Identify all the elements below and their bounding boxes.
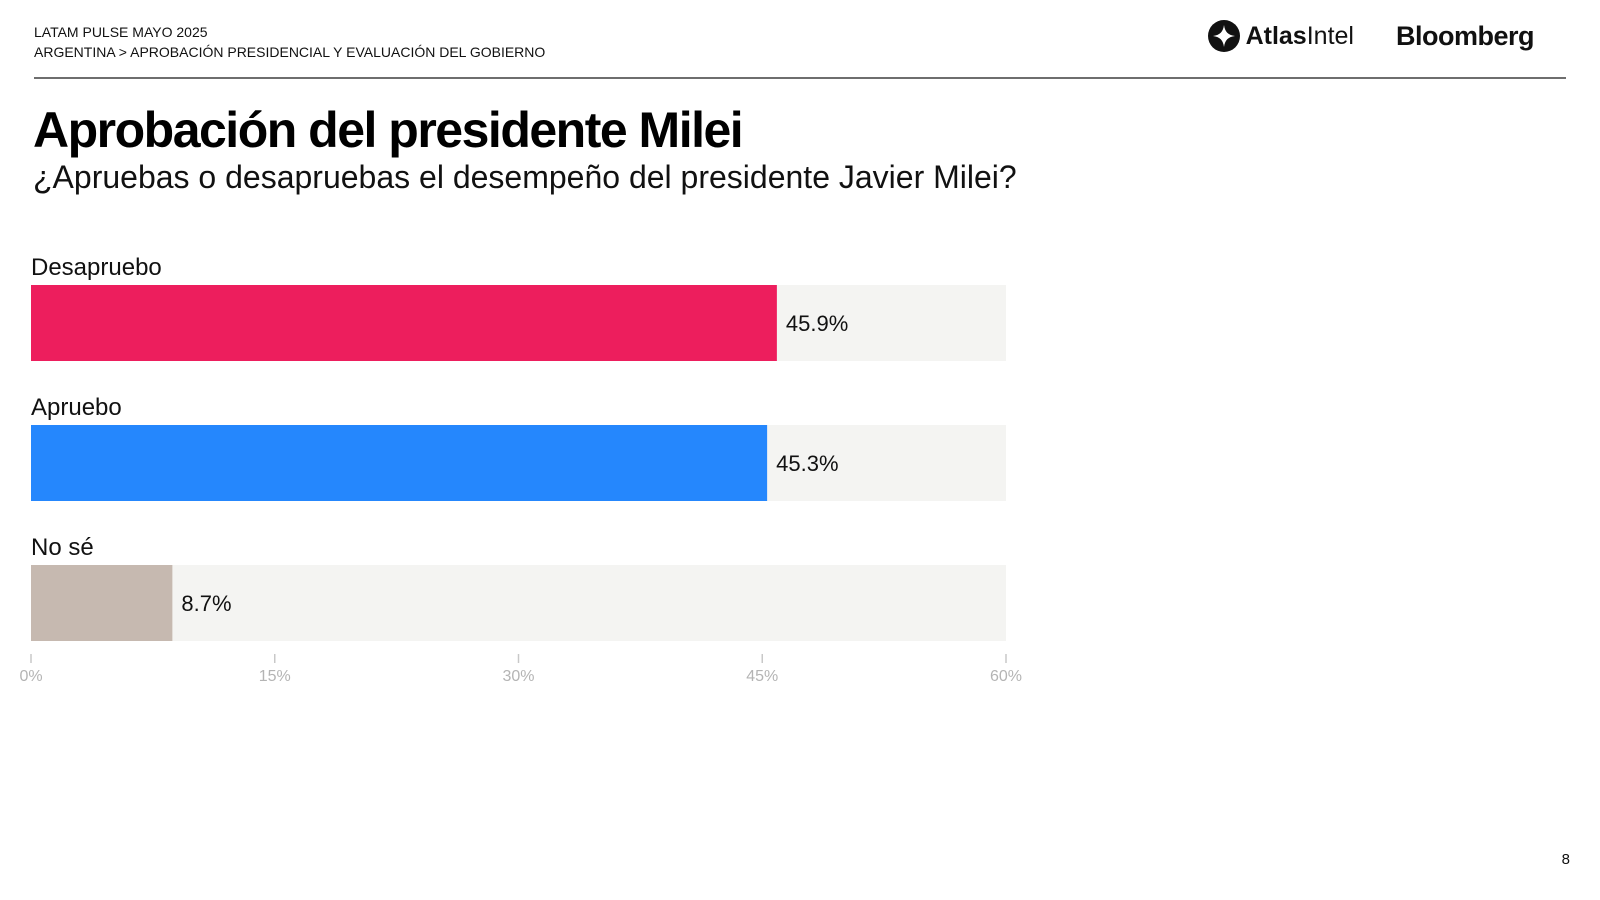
atlasintel-wordmark-bold: Atlas	[1245, 21, 1307, 50]
data-label-no-se: 8.7%	[181, 591, 231, 616]
breadcrumb-section: APROBACIÓN PRESIDENCIAL Y EVALUACIÓN DEL…	[130, 44, 546, 60]
bar-no-se	[31, 565, 173, 641]
x-tick-label: 15%	[259, 668, 291, 685]
breadcrumb-separator: >	[118, 44, 127, 60]
category-label-apruebo: Apruebo	[31, 394, 122, 421]
chart-subtitle: ¿Apruebas o desapruebas el desempeño del…	[33, 159, 1017, 195]
x-tick-label: 60%	[990, 668, 1022, 685]
bar-desapruebo	[31, 285, 777, 361]
bar-track-no-se	[31, 565, 1006, 641]
bloomberg-logo: Bloomberg	[1395, 20, 1535, 51]
breadcrumb: ARGENTINA > APROBACIÓN PRESIDENCIAL Y EV…	[34, 42, 545, 62]
page-number: 8	[1561, 851, 1570, 868]
header-divider	[34, 77, 1566, 79]
chart-title: Aprobación del presidente Milei	[33, 102, 744, 158]
atlasintel-wordmark: AtlasIntel	[1246, 22, 1354, 51]
data-label-desapruebo: 45.9%	[786, 311, 848, 336]
survey-title: LATAM PULSE MAYO 2025	[34, 24, 208, 40]
atlasintel-wordmark-light: Intel	[1306, 21, 1354, 50]
x-tick-label: 45%	[746, 668, 778, 685]
header: LATAM PULSE MAYO 2025 ARGENTINA > APROBA…	[34, 22, 545, 62]
breadcrumb-country: ARGENTINA	[34, 44, 115, 60]
bar-chart: Desapruebo 45.9% Apruebo 45.3% No sé 8.7% 0% 15…	[19, 254, 1022, 685]
atlasintel-mark-icon	[1207, 20, 1240, 52]
category-label-no-se: No sé	[31, 534, 94, 561]
x-tick-label: 30%	[502, 668, 534, 685]
bar-apruebo	[31, 425, 768, 501]
category-label-desapruebo: Desapruebo	[31, 254, 162, 281]
x-tick-label: 0%	[19, 668, 42, 685]
atlasintel-logo: AtlasIntel	[1207, 20, 1354, 52]
logos: AtlasIntel Bloomberg	[1207, 20, 1535, 52]
data-label-apruebo: 45.3%	[776, 451, 838, 476]
